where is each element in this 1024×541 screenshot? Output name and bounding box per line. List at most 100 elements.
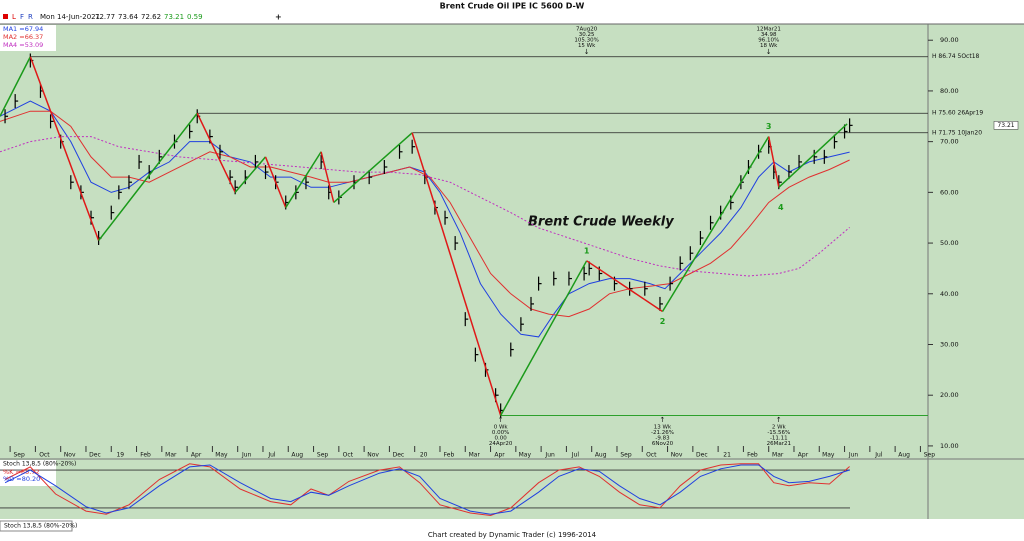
moving-average (0, 136, 850, 277)
price-bar (90, 210, 95, 225)
swing-note: 24Apr20 (489, 441, 513, 447)
price-bar (798, 154, 803, 169)
swing-note: 30.25 (579, 32, 595, 38)
x-tick-label: Apr (798, 452, 809, 459)
swing-note: 34.98 (761, 32, 777, 38)
tab-label[interactable]: Stoch 13,8,5 (80%-20%) (4, 523, 77, 530)
last-price-label: 73.21 (997, 122, 1014, 129)
swing-note: 18 Wk (760, 43, 778, 49)
header-close: 73.21 (164, 13, 184, 21)
y-tick-label: 30.00 (940, 340, 959, 348)
zigzag-segment (767, 136, 780, 188)
x-tick-label: Sep (317, 452, 329, 459)
x-tick-label: 20 (420, 452, 428, 459)
price-bar (219, 144, 223, 159)
swing-note: -9.83 (655, 436, 670, 442)
header-plus: + (275, 13, 282, 22)
zigzag-segment (98, 112, 198, 241)
y-tick-label: 60.00 (940, 188, 959, 196)
x-tick-label: Aug (291, 452, 303, 459)
x-tick-label: Dec (393, 452, 405, 459)
price-bar (411, 139, 416, 154)
price-bar (813, 149, 818, 164)
x-tick-label: May (519, 452, 532, 459)
price-bar (833, 134, 838, 149)
stoch-legend-label: %K =85.72 (3, 468, 40, 476)
zigzag-segment (29, 56, 100, 241)
level-label: H 75.60 26Apr19 (932, 110, 983, 117)
zigzag-segment (320, 151, 335, 203)
stoch-legend-label: %D =80.20 (3, 475, 40, 483)
y-tick-label: 50.00 (940, 239, 959, 247)
swing-note: 0.00 (495, 436, 508, 442)
moving-average (0, 100, 850, 338)
x-tick-label: 19 (116, 452, 124, 459)
price-bar (49, 114, 54, 129)
wave-label: 2 (660, 317, 666, 326)
price-bar (520, 317, 524, 332)
x-tick-label: Sep (924, 452, 936, 459)
price-bar (689, 246, 694, 261)
flag: F (20, 13, 24, 21)
tab[interactable] (0, 520, 73, 532)
x-tick-label: Dec (696, 452, 708, 459)
x-tick-label: Oct (646, 452, 657, 459)
price-bar (823, 149, 828, 164)
x-tick-label: Nov (64, 452, 76, 459)
legend-box (0, 25, 56, 51)
price-bar (128, 175, 132, 190)
legend-label: MA4 =53.09 (3, 41, 43, 49)
header-low: 72.62 (141, 13, 161, 21)
swing-note: 0.00% (492, 430, 509, 436)
price-bar (537, 276, 542, 291)
header-high: 73.64 (118, 13, 139, 21)
y-tick-label: 90.00 (940, 36, 959, 44)
x-tick-label: Sep (13, 452, 25, 459)
price-bar (383, 159, 388, 174)
price-bar (454, 236, 459, 251)
swing-arrow: ↑ (498, 416, 504, 424)
x-tick-label: Nov (367, 452, 379, 459)
x-tick-label: Dec (89, 452, 101, 459)
x-tick-label: Feb (140, 452, 151, 459)
zigzag-segment (196, 112, 236, 193)
price-bar (138, 154, 143, 169)
price-bar (588, 261, 593, 276)
x-tick-label: Aug (898, 452, 910, 459)
price-bar (368, 170, 373, 185)
level-label: H 86.74 5Oct18 (932, 53, 980, 60)
zigzag-segment (333, 132, 413, 204)
wave-label: 1 (584, 246, 590, 255)
x-tick-label: Oct (343, 452, 354, 459)
flag: R (28, 13, 33, 21)
x-tick-label: Feb (747, 452, 758, 459)
price-bar (849, 118, 853, 133)
x-tick-label: Jun (241, 452, 252, 459)
zigzag-segment (234, 156, 267, 193)
swing-note: 12Mar21 (757, 27, 781, 33)
zigzag-segment (778, 123, 848, 188)
swing-note: 7Aug20 (576, 27, 598, 33)
price-bar (444, 210, 449, 225)
price-bar (709, 215, 714, 230)
swing-note: 6Nov20 (652, 441, 674, 447)
header-date: Mon 14-Jun-2021 (40, 13, 100, 21)
zigzag-segment (586, 260, 663, 313)
price-bar (669, 276, 674, 291)
price-bar (464, 312, 469, 327)
swing-note: -11.11 (770, 436, 788, 442)
x-tick-label: Nov (671, 452, 683, 459)
flag: L (12, 13, 16, 21)
x-tick-label: May (822, 452, 835, 459)
x-tick-label: Aug (595, 452, 607, 459)
price-bar (583, 266, 588, 281)
header-open: 72.77 (95, 13, 115, 21)
legend-label: MA2 =66.37 (3, 33, 43, 41)
price-bar (568, 271, 572, 286)
header-change: 0.59 (187, 13, 203, 21)
y-tick-label: 70.00 (940, 138, 959, 146)
stoch-legend-box (0, 460, 56, 486)
stoch-line (4, 463, 850, 517)
swing-note: 0 Wk (494, 425, 509, 431)
